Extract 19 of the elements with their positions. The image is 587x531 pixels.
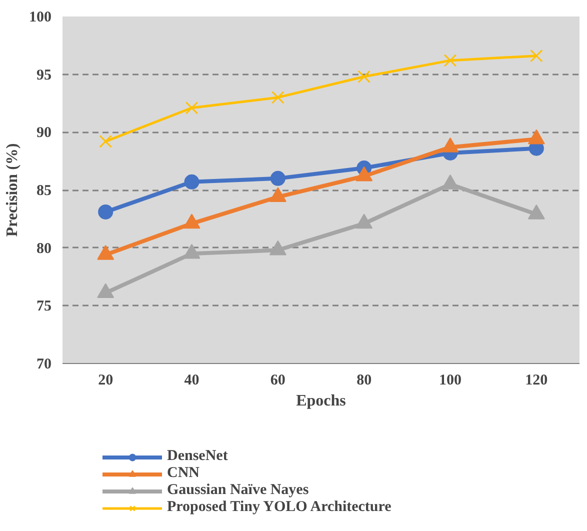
y-tick-label: 100 — [29, 10, 52, 26]
x-tick-label: 40 — [184, 372, 200, 388]
x-tick-label: 100 — [439, 372, 462, 388]
y-tick-label: 70 — [36, 356, 52, 372]
x-tick-label: 120 — [525, 372, 548, 388]
y-tick-label: 85 — [36, 183, 52, 199]
legend-label: CNN — [167, 465, 200, 482]
x-tick-label: 20 — [98, 372, 114, 388]
legend-label: DenseNet — [167, 448, 228, 465]
y-tick-label: 95 — [36, 67, 52, 84]
x-axis-title: Epochs — [296, 392, 346, 410]
y-tick-label: 75 — [36, 298, 52, 315]
y-tick-label: 80 — [36, 240, 52, 257]
x-tick-label: 80 — [356, 372, 372, 388]
legend-label: Gaussian Naïve Nayes — [167, 482, 309, 499]
y-axis-title: Precision (%) — [4, 143, 21, 237]
y-tick-label: 90 — [36, 125, 52, 142]
x-tick-label: 60 — [270, 372, 286, 388]
legend-label: Proposed Tiny YOLO Architecture — [167, 499, 392, 516]
